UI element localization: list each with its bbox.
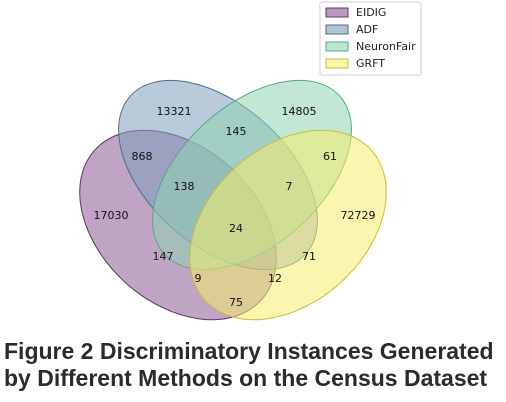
legend-swatch-eidig	[325, 7, 349, 18]
figure-caption: Figure 2 Discriminatory Instances Genera…	[4, 338, 504, 392]
region-label-eidig-neuronfair: 9	[195, 272, 202, 285]
legend-swatch-grft	[325, 58, 349, 69]
legend-label-grft: GRFT	[356, 57, 385, 70]
caption-line-1: Figure 2 Discriminatory Instances Genera…	[4, 338, 494, 364]
legend-label-neuronfair: NeuronFair	[356, 40, 416, 53]
region-label-eidig-adf-grft: 147	[153, 250, 174, 263]
venn-diagram: 17030 13321 14805 72729 868 145 61 138 7 24 147 71 9…	[79, 1, 422, 321]
region-label-eidig-grft: 75	[229, 296, 243, 309]
set-ellipse-grft	[189, 129, 387, 321]
region-label-eidig: 17030	[94, 209, 129, 222]
region-label-adf: 13321	[157, 105, 192, 118]
region-label-eidig-neuronfair-grft: 12	[268, 272, 282, 285]
legend: EIDIG ADF NeuronFair GRFT	[319, 1, 422, 76]
region-label-eidig-adf-neuronfair-grft: 24	[229, 222, 243, 235]
region-label-adf-neuronfair-grft: 7	[286, 180, 293, 193]
set-ellipses	[79, 79, 387, 321]
region-labels: 17030 13321 14805 72729 868 145 61 138 7 24 147 71 9…	[94, 105, 376, 309]
region-label-adf-neuronfair: 145	[226, 125, 247, 138]
region-label-neuronfair-grft: 61	[323, 150, 337, 163]
legend-label-eidig: EIDIG	[356, 6, 386, 19]
legend-label-adf: ADF	[356, 23, 378, 36]
region-label-eidig-adf-neuronfair: 138	[174, 180, 195, 193]
region-label-eidig-adf: 868	[132, 150, 153, 163]
legend-frame	[319, 1, 422, 76]
legend-swatch-adf	[325, 24, 349, 35]
region-label-adf-grft: 71	[302, 250, 316, 263]
legend-swatch-neuronfair	[325, 41, 349, 52]
caption-line-2: by Different Methods on the Census Datas…	[4, 365, 488, 391]
region-label-grft: 72729	[341, 209, 376, 222]
region-label-neuronfair: 14805	[282, 105, 317, 118]
